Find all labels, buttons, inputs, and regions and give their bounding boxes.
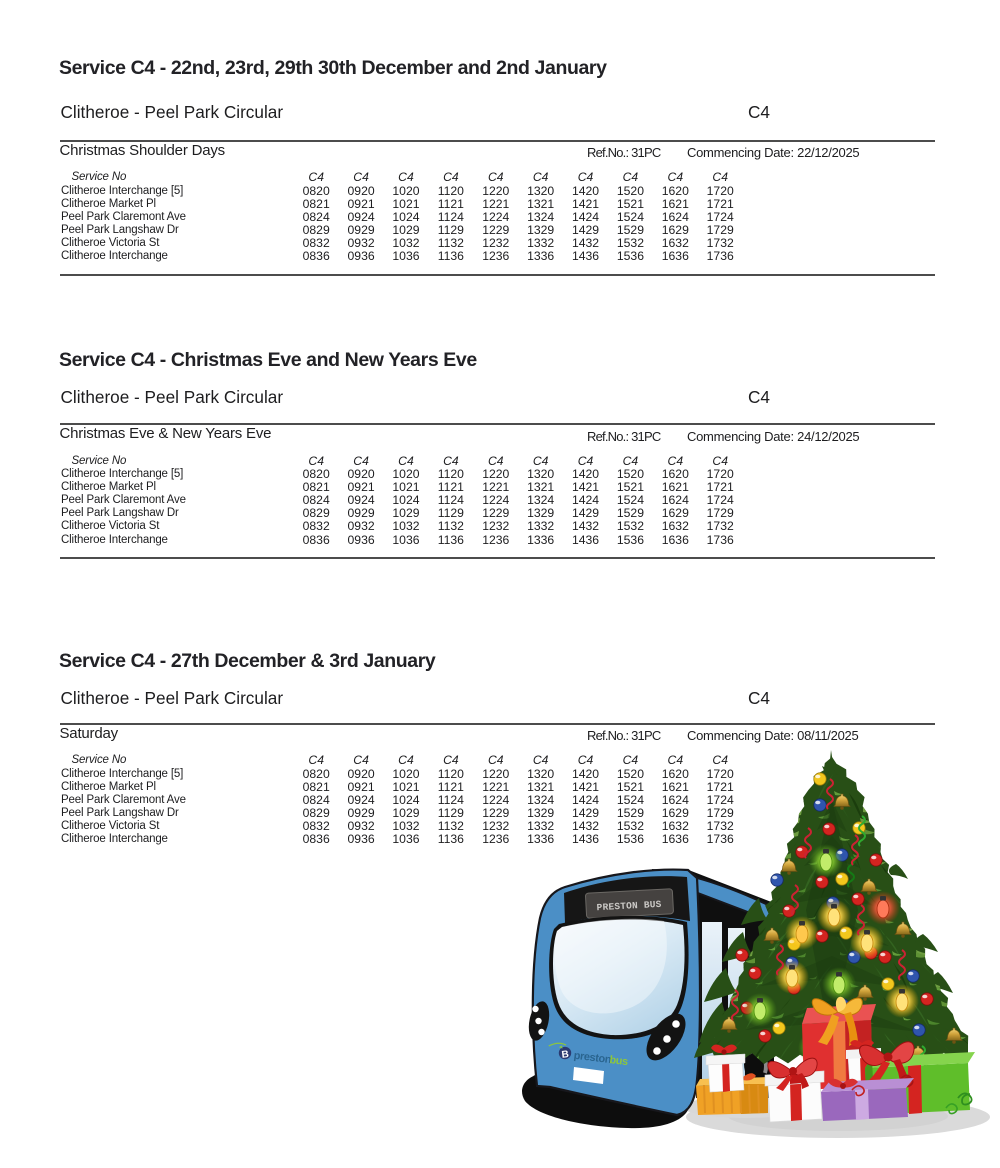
svg-text:B: B xyxy=(561,1049,570,1061)
svg-text:bus: bus xyxy=(609,1054,629,1068)
svg-text:preston: preston xyxy=(573,1050,612,1067)
svg-text:PRESTON BUS: PRESTON BUS xyxy=(596,899,661,913)
